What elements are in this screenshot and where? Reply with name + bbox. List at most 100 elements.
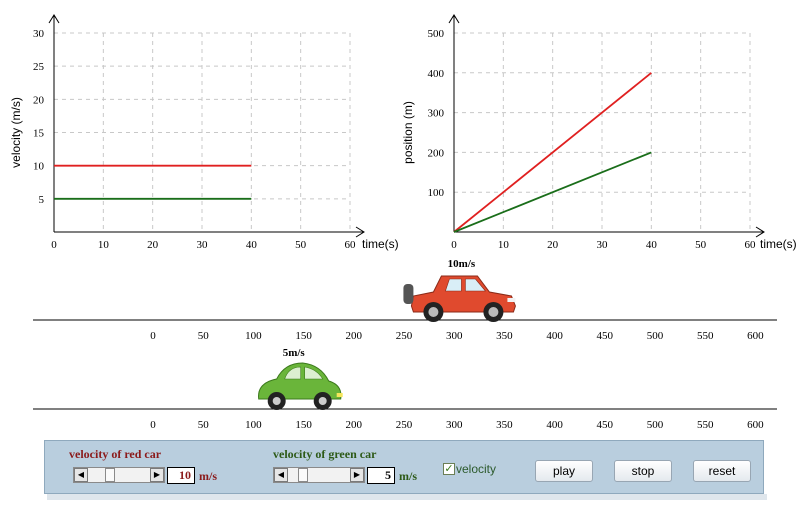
car-window [465, 278, 487, 292]
track-tick-label: 550 [697, 330, 714, 342]
x-tick-label: 10 [498, 239, 510, 251]
x-tick-label: 40 [646, 239, 658, 251]
x-axis-arrow-icon [755, 226, 765, 238]
left-arrow-icon[interactable]: ◀ [274, 468, 288, 482]
y-tick-label: 15 [33, 128, 45, 140]
green-velocity-input[interactable]: 5 [367, 467, 395, 484]
slider-thumb[interactable] [298, 468, 309, 482]
y-tick-label: 25 [33, 61, 45, 73]
track-tick-label: 350 [496, 330, 513, 342]
track-tick-label: 500 [647, 419, 664, 431]
x-tick-label: 60 [345, 239, 357, 251]
y-tick-label: 10 [33, 161, 45, 173]
green-unit-label: m/s [399, 469, 417, 483]
panel-shadow [47, 494, 767, 500]
y-axis-label: velocity (m/s) [9, 97, 23, 168]
simulation-area: 0 10 20 30 40 50 60 5 10 15 20 25 30 time(s) velocity … [9, 14, 797, 431]
track-tick-label: 0 [150, 330, 156, 342]
x-tick-label: 10 [98, 239, 110, 251]
green-velocity-slider[interactable]: ◀ ▶ [273, 467, 365, 483]
track-tick-label: 200 [346, 330, 363, 342]
track-tick-label: 50 [198, 419, 210, 431]
track-tick-label: 500 [647, 330, 664, 342]
y-tick-label: 300 [428, 108, 445, 120]
track-tick-label: 400 [546, 419, 563, 431]
track-tick-label: 550 [697, 419, 714, 431]
green-car [258, 362, 343, 410]
track-tick-label: 450 [597, 419, 614, 431]
velocity-checkbox-label: velocity [456, 462, 497, 476]
x-tick-label: 30 [597, 239, 609, 251]
hubcap-icon [272, 397, 281, 405]
track-tick-label: 400 [546, 330, 563, 342]
track-tick-label: 100 [245, 419, 262, 431]
reset-button[interactable]: reset [693, 460, 751, 482]
red-car-speed-label: 10m/s [448, 258, 476, 270]
track-tick-label: 350 [496, 419, 513, 431]
track-tick-label: 250 [396, 419, 413, 431]
car-window [445, 278, 462, 292]
right-arrow-icon[interactable]: ▶ [150, 468, 164, 482]
left-arrow-icon[interactable]: ◀ [74, 468, 88, 482]
x-tick-label: 0 [451, 239, 457, 251]
hubcap-icon [488, 307, 499, 317]
y-axis-label: position (m) [401, 101, 415, 164]
red-unit-label: m/s [199, 469, 217, 483]
control-panel: velocity of red car ◀ ▶ 10 m/s velocity … [44, 440, 764, 494]
x-tick-label: 30 [197, 239, 209, 251]
green-car-speed-label: 5m/s [283, 347, 306, 359]
car-window [304, 366, 324, 380]
red-velocity-label: velocity of red car [69, 447, 162, 461]
velocity-chart: 0 10 20 30 40 50 60 5 10 15 20 25 30 time(s) velocity … [9, 14, 399, 251]
spare-tire-icon [403, 284, 414, 304]
right-arrow-icon[interactable]: ▶ [350, 468, 364, 482]
velocity-checkbox[interactable]: ✓ [443, 463, 455, 475]
y-tick-label: 200 [428, 147, 445, 159]
x-axis-label: time(s) [760, 237, 797, 251]
x-tick-label: 50 [295, 239, 307, 251]
hubcap-icon [318, 397, 327, 405]
green-velocity-label: velocity of green car [273, 447, 377, 461]
track-tick-label: 200 [346, 419, 363, 431]
position-chart: 0 10 20 30 40 50 60 100 200 300 400 500 time(s) posit… [401, 14, 797, 251]
y-axis-arrow-icon [48, 14, 60, 24]
y-tick-label: 500 [428, 28, 445, 40]
x-tick-label: 60 [745, 239, 757, 251]
y-tick-label: 100 [428, 187, 445, 199]
track-tick-label: 50 [198, 330, 210, 342]
y-tick-label: 5 [39, 194, 45, 206]
track-tick-label: 450 [597, 330, 614, 342]
track-tick-label: 150 [295, 419, 312, 431]
stop-button[interactable]: stop [614, 460, 672, 482]
x-tick-label: 20 [547, 239, 559, 251]
track-tick-label: 600 [747, 330, 764, 342]
slider-thumb[interactable] [105, 468, 116, 482]
headlight-icon [507, 298, 516, 302]
headlight-icon [336, 393, 343, 397]
play-button[interactable]: play [535, 460, 593, 482]
x-tick-label: 50 [695, 239, 707, 251]
y-tick-label: 20 [33, 94, 45, 106]
y-tick-label: 400 [428, 68, 445, 80]
track-tick-label: 600 [747, 419, 764, 431]
x-tick-label: 20 [147, 239, 159, 251]
car-window [284, 366, 301, 380]
red-car [403, 275, 516, 322]
track-tick-label: 150 [295, 330, 312, 342]
track-tick-label: 100 [245, 330, 262, 342]
track-tick-label: 300 [446, 330, 463, 342]
red-velocity-slider[interactable]: ◀ ▶ [73, 467, 165, 483]
x-axis-label: time(s) [362, 237, 399, 251]
series-line [453, 151, 652, 233]
track-tick-label: 250 [396, 330, 413, 342]
track-tick-label: 300 [446, 419, 463, 431]
y-axis-arrow-icon [448, 14, 460, 24]
car-body [258, 362, 342, 400]
red-velocity-input[interactable]: 10 [167, 467, 195, 484]
green-car-track: 0 50 100 150 200 250 300 350 400 450 500 550 600 5m/s [33, 347, 777, 431]
red-car-track: 0 50 100 150 200 250 300 350 400 450 500 550 600 10m/… [33, 258, 777, 342]
x-tick-label: 40 [246, 239, 258, 251]
hubcap-icon [428, 307, 439, 317]
x-axis-arrow-icon [355, 226, 365, 238]
y-tick-label: 30 [33, 28, 45, 40]
